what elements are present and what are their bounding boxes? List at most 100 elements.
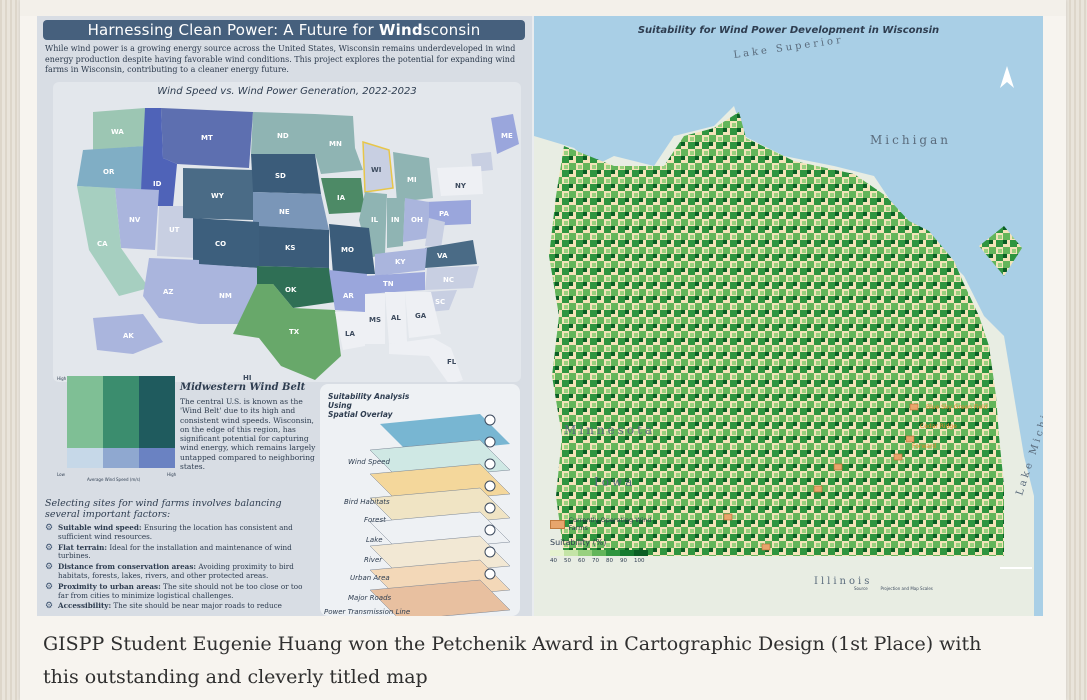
state-oh	[403, 198, 429, 242]
state-ok	[257, 266, 335, 308]
state-az	[143, 258, 199, 324]
ramp-tick: 80	[606, 558, 613, 564]
poster-image: Harnessing Clean Power: A Future for Win…	[37, 16, 1043, 616]
wind-farm-label: Forward	[912, 443, 936, 450]
ramp-tick: 60	[578, 558, 585, 564]
state-nc	[425, 266, 479, 290]
ramp-swatch	[606, 550, 620, 556]
state-la	[335, 312, 365, 350]
ramp-swatch	[564, 550, 578, 556]
label-oh: OH	[411, 216, 423, 224]
state-wa	[93, 108, 145, 150]
matrix-cell	[103, 376, 139, 412]
state-sd	[251, 154, 321, 194]
label-ga: GA	[415, 312, 427, 320]
factor-item: ⚙ Distance from conservation areas: Avoid…	[45, 562, 315, 581]
state-va	[425, 240, 477, 268]
poster-title-bold: Wind	[378, 21, 423, 39]
suitability-title-line3: Spatial Overlay	[328, 410, 393, 419]
label-il: IL	[371, 216, 379, 224]
matrix-cell	[139, 412, 175, 448]
state-pa	[425, 200, 471, 226]
state-al	[385, 292, 407, 344]
label-mt: MT	[201, 134, 213, 142]
factor-item: ⚙ Proximity to urban areas: The site shou…	[45, 581, 315, 601]
state-wy	[183, 168, 253, 220]
factor-name: Distance from conservation areas:	[58, 562, 197, 572]
label-nd: ND	[277, 132, 289, 140]
factor-text: Ideal for the installation and maintenan…	[58, 542, 292, 561]
label-ca: CA	[97, 240, 108, 248]
state-mi	[393, 152, 433, 202]
suitability-analysis-box: Wind Speed Bird Habitats Forest Lake Riv…	[320, 384, 520, 616]
wisconsin-land	[549, 112, 1004, 556]
matrix-cell	[67, 448, 103, 468]
ramp-swatch	[578, 550, 592, 556]
bivariate-legend: High Low High Average Wind Speed (m/s)	[57, 376, 177, 482]
factor-text: The site should not be too close or too …	[58, 581, 303, 600]
label-sc: SC	[435, 298, 445, 306]
state-ms	[365, 294, 385, 344]
label-wi: WI	[371, 166, 381, 174]
label-wy: WY	[211, 192, 225, 200]
state-mt	[161, 108, 253, 168]
label-mo: MO	[341, 246, 354, 254]
poster-left-panel: Harnessing Clean Power: A Future for Win…	[37, 16, 532, 616]
wind-farm-label: Blue Sky Green Field	[926, 404, 988, 411]
ramp-tick: 100	[634, 558, 645, 564]
label-illinois: Illinois	[814, 576, 872, 587]
label-mn: MN	[329, 140, 342, 148]
map-legend: Currently Operating Wind Farms Suitabili…	[550, 516, 662, 580]
layer-label-lake: Lake	[366, 536, 383, 544]
label-va: VA	[437, 252, 448, 260]
label-sd: SD	[275, 172, 286, 180]
overlay-diagram: Wind Speed Bird Habitats Forest Lake Riv…	[324, 414, 511, 616]
label-ky: KY	[395, 258, 406, 266]
ramp-swatch	[592, 550, 606, 556]
ramp-tick: 90	[620, 558, 627, 564]
legend-suitability-label: Suitability (%)	[550, 538, 607, 547]
state-ks	[259, 226, 329, 268]
label-ks: KS	[285, 244, 295, 252]
factor-name: Proximity to urban areas:	[58, 581, 161, 591]
layer-label-power-line: Power Transmission Line	[324, 608, 410, 616]
matrix-cell	[139, 376, 175, 412]
matrix-cell	[67, 376, 103, 412]
credits-projection: Projection and Map Scales	[880, 586, 933, 591]
label-iowa: Iowa	[594, 475, 635, 489]
label-me: ME	[501, 132, 513, 140]
us-map-box: Wind Speed vs. Wind Power Generation, 20…	[53, 82, 521, 382]
matrix-cell	[139, 448, 175, 468]
legend-wind-farms: Currently Operating Wind Farms	[550, 516, 662, 532]
label-nc: NC	[443, 276, 454, 284]
label-co: CO	[215, 240, 226, 248]
ramp-tick: 50	[564, 558, 571, 564]
label-ut: UT	[169, 226, 180, 234]
wi-map-title: Suitability for Wind Power Development i…	[637, 25, 940, 36]
state-or	[77, 146, 145, 190]
factor-text: Avoiding proximity to bird habitats, for…	[58, 562, 294, 580]
state-ga	[405, 292, 441, 338]
state-ak	[93, 314, 163, 354]
factor-item: ⚙ Accessibility: The site should be near …	[45, 601, 315, 611]
matrix-y-high: High	[57, 376, 67, 381]
state-nv	[115, 188, 159, 250]
state-ar	[329, 270, 367, 312]
label-id: ID	[153, 180, 162, 188]
state-ut	[157, 206, 195, 258]
state-ky	[375, 248, 427, 276]
label-wa: WA	[111, 128, 124, 136]
label-pa: PA	[439, 210, 449, 218]
suitability-ticks: 40 50 60 70 80 90 100	[550, 558, 662, 564]
credits-source: Source	[854, 586, 868, 591]
label-la: LA	[345, 330, 355, 338]
layer-label-major-roads: Major Roads	[348, 594, 392, 602]
layer-label-forest: Forest	[364, 516, 386, 524]
state-wi	[362, 140, 394, 193]
label-mi: MI	[407, 176, 417, 184]
state-in	[387, 198, 405, 248]
label-al: AL	[391, 314, 401, 322]
suitability-title-line2: Using	[328, 401, 352, 410]
wind-belt-section: Midwestern Wind Belt The central U.S. is…	[180, 382, 320, 471]
label-nm: NM	[219, 292, 232, 300]
